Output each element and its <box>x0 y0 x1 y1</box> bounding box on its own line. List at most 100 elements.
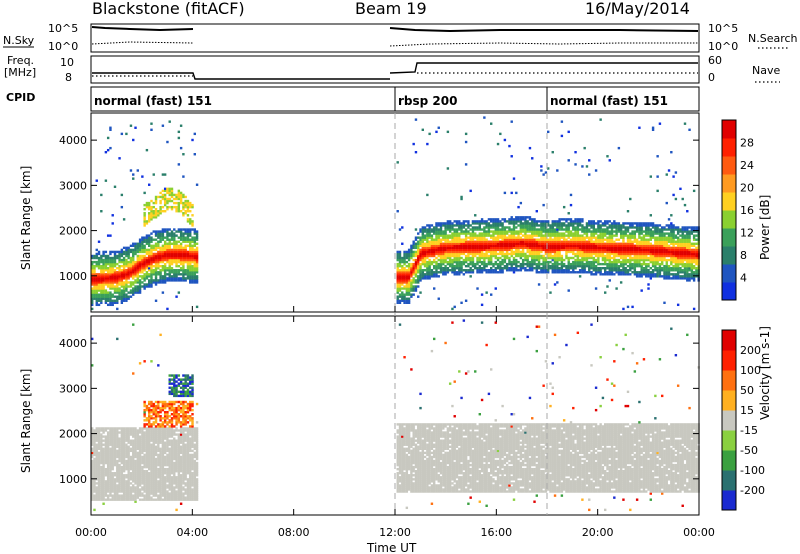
power-cell <box>410 252 413 256</box>
power-cell <box>430 252 434 256</box>
power-cell <box>417 248 420 252</box>
power-cell <box>122 260 126 264</box>
power-cell <box>163 210 167 213</box>
power-cell <box>407 250 411 254</box>
power-cell <box>125 295 128 298</box>
power-cell <box>419 279 422 282</box>
power-cell <box>421 236 424 239</box>
power-cell <box>150 250 153 254</box>
power-cell <box>419 262 422 266</box>
power-cell <box>410 269 413 272</box>
power-cell <box>617 242 621 245</box>
power-cell <box>163 230 167 233</box>
power-cell <box>191 275 194 278</box>
power-cell <box>148 279 151 282</box>
power-cell <box>145 238 149 241</box>
power-cell <box>426 254 429 258</box>
power-cell <box>401 277 404 280</box>
power-cell <box>633 222 637 225</box>
power-cell <box>430 234 434 237</box>
power-cell <box>442 224 445 227</box>
power-cell <box>448 224 452 227</box>
power-cell <box>405 250 409 254</box>
power-cell <box>405 269 409 272</box>
power-cell <box>97 303 101 307</box>
power-cell <box>168 262 171 266</box>
power-cell <box>109 128 112 132</box>
power-cell <box>175 250 178 254</box>
power-cell <box>102 283 105 286</box>
power-cell <box>412 254 415 258</box>
power-cell <box>150 238 153 241</box>
power-cell <box>150 283 153 286</box>
power-cell <box>464 264 468 268</box>
power-cell <box>597 234 600 237</box>
power-cell <box>448 240 452 243</box>
power-cell <box>145 283 149 286</box>
power-cell <box>154 207 158 211</box>
power-cell <box>663 232 666 235</box>
power-cell <box>161 195 165 199</box>
power-cell <box>442 222 445 225</box>
power-cell <box>695 246 698 250</box>
power-cell <box>619 242 623 245</box>
velocity-cell <box>97 451 101 455</box>
power-cell <box>177 256 181 260</box>
power-cell <box>430 248 434 252</box>
power-cell <box>125 279 128 282</box>
power-cell <box>141 269 144 272</box>
power-cell <box>118 281 121 284</box>
power-cell <box>651 269 655 272</box>
power-cell <box>478 220 481 223</box>
power-cell <box>631 305 634 309</box>
power-cell <box>170 242 174 245</box>
power-cell <box>417 244 420 248</box>
power-cell <box>417 275 420 278</box>
power-cell <box>490 234 493 237</box>
power-cell <box>695 238 698 241</box>
power-cell <box>127 275 130 278</box>
power-cell <box>125 285 128 288</box>
power-cell <box>531 157 534 160</box>
velocity-cell <box>109 427 112 430</box>
power-cell <box>163 201 167 205</box>
power-cell <box>159 234 162 237</box>
power-cell <box>95 179 98 182</box>
power-cell <box>152 271 155 274</box>
power-cell <box>451 266 454 270</box>
power-cell <box>145 222 149 225</box>
power-cell <box>592 273 595 276</box>
power-cell <box>521 216 525 219</box>
power-cell <box>177 230 181 233</box>
power-cell <box>574 163 577 166</box>
nsky-tick-low: 10^0 <box>48 40 78 53</box>
power-cell <box>467 262 470 266</box>
power-cell <box>125 297 128 300</box>
power-cell <box>106 275 110 278</box>
power-cell <box>606 226 609 229</box>
power-cell <box>189 277 192 280</box>
power-cell <box>576 271 580 274</box>
power-cell <box>667 218 671 221</box>
power-cell <box>608 230 611 233</box>
power-cell <box>168 277 171 280</box>
power-cell <box>127 266 130 270</box>
power-cell <box>496 142 500 146</box>
power-cell <box>638 126 641 129</box>
power-cell <box>148 240 151 243</box>
power-cell <box>166 277 169 280</box>
power-cell <box>182 269 185 272</box>
power-cell <box>565 218 568 221</box>
power-cell <box>661 226 664 229</box>
power-cell <box>161 254 165 258</box>
power-cell <box>417 262 420 266</box>
power-cell <box>471 226 475 229</box>
power-cell <box>129 283 133 286</box>
power-cell <box>189 275 192 278</box>
power-cell <box>531 218 534 221</box>
power-cell <box>608 279 611 282</box>
power-cell <box>455 264 459 268</box>
power-cell <box>159 230 162 233</box>
power-cell <box>91 283 94 286</box>
power-cell <box>173 252 176 256</box>
